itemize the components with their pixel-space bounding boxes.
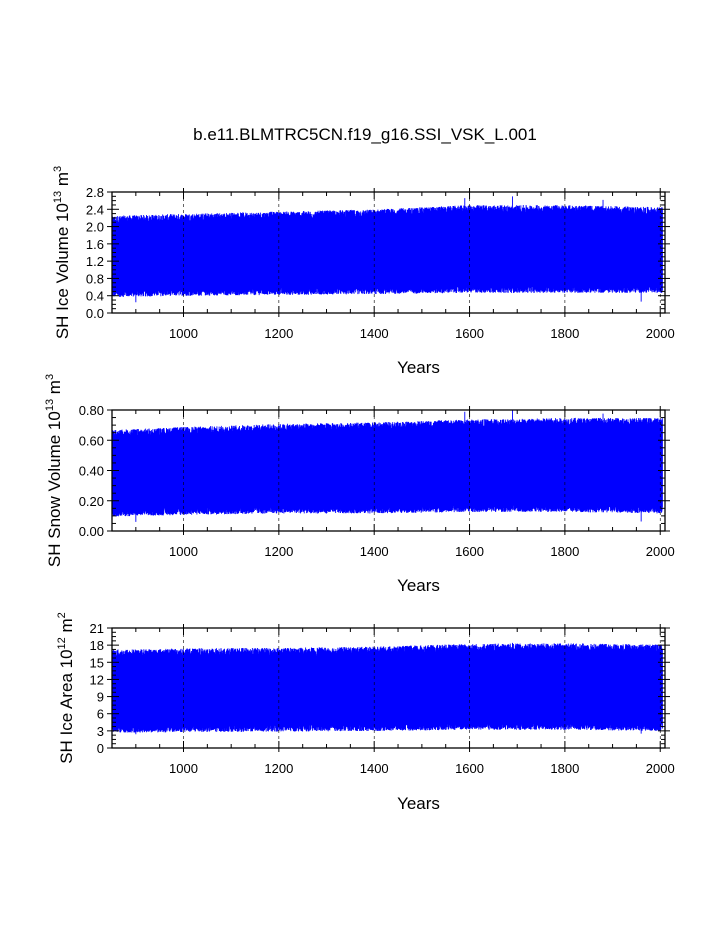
x-tick-label: 1600 xyxy=(455,761,484,776)
data-series-line xyxy=(112,196,663,303)
data-series-line xyxy=(112,410,663,522)
y-axis-label: SH Ice Volume 1013 m3 xyxy=(52,166,72,339)
snow-volume-panel: 1000 1200 1400 1600 1800 2000 0.00 0.20 0.40 0.60… xyxy=(44,374,675,595)
y-tick-label: 18 xyxy=(90,638,104,653)
x-tick-label: 1800 xyxy=(550,544,579,559)
y-tick-label: 0.60 xyxy=(79,433,104,448)
x-tick-label: 2000 xyxy=(646,326,675,341)
data-series-line xyxy=(112,642,663,735)
x-tick-label: 1200 xyxy=(264,761,293,776)
ice-volume-panel: 1000 1200 1400 1600 1800 2000 0.0 0.4 0.8 1.2 1.6 2… xyxy=(52,166,675,377)
x-tick-label: 1200 xyxy=(264,326,293,341)
y-tick-label: 2.0 xyxy=(86,220,104,235)
x-tick-label: 2000 xyxy=(646,761,675,776)
y-tick-label: 1.6 xyxy=(86,237,104,252)
y-axis-label: SH Snow Volume 1013 m3 xyxy=(44,374,64,567)
y-tick-label: 9 xyxy=(97,690,104,705)
y-tick-label: 1.2 xyxy=(86,254,104,269)
y-tick-label: 0.40 xyxy=(79,464,104,479)
y-tick-label: 0.80 xyxy=(79,403,104,418)
y-tick-label: 6 xyxy=(97,707,104,722)
x-tick-label: 1000 xyxy=(169,544,198,559)
y-tick-label: 0 xyxy=(97,741,104,756)
ice-area-panel: 1000 1200 1400 1600 1800 2000 0 3 6 9 12 15 18 21 Year… xyxy=(56,612,675,813)
x-tick-label: 1200 xyxy=(264,544,293,559)
x-tick-label: 1800 xyxy=(550,326,579,341)
x-tick-label: 1400 xyxy=(360,326,389,341)
x-axis-label: Years xyxy=(397,794,440,813)
y-tick-label: 0.0 xyxy=(86,306,104,321)
x-axis-label: Years xyxy=(397,576,440,595)
y-tick-label: 15 xyxy=(90,655,104,670)
x-tick-label: 1000 xyxy=(169,761,198,776)
x-tick-label: 1000 xyxy=(169,326,198,341)
y-tick-label: 0.20 xyxy=(79,494,104,509)
x-tick-label: 2000 xyxy=(646,544,675,559)
y-tick-label: 0.00 xyxy=(79,524,104,539)
y-tick-label: 2.4 xyxy=(86,202,104,217)
x-tick-label: 1400 xyxy=(360,544,389,559)
x-tick-label: 1600 xyxy=(455,326,484,341)
y-tick-label: 3 xyxy=(97,724,104,739)
y-tick-label: 21 xyxy=(90,621,104,636)
y-tick-label: 0.4 xyxy=(86,289,104,304)
figure-title: b.e11.BLMTRC5CN.f19_g16.SSI_VSK_L.001 xyxy=(193,125,537,144)
y-tick-label: 0.8 xyxy=(86,271,104,286)
x-tick-label: 1400 xyxy=(360,761,389,776)
y-axis-label: SH Ice Area 1012 m2 xyxy=(56,612,76,764)
y-tick-label: 2.8 xyxy=(86,185,104,200)
y-tick-label: 12 xyxy=(90,672,104,687)
x-tick-label: 1600 xyxy=(455,544,484,559)
x-axis-label: Years xyxy=(397,358,440,377)
x-tick-label: 1800 xyxy=(550,761,579,776)
